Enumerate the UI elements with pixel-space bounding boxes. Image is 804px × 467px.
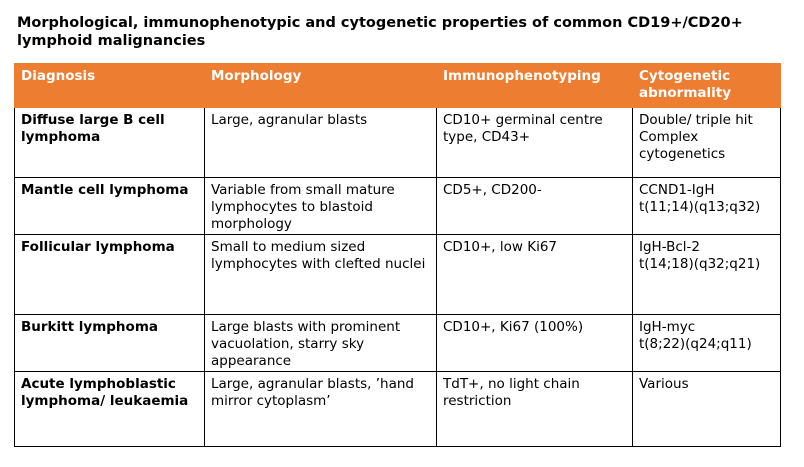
table-row: Follicular lymphoma Small to medium size… <box>14 234 781 315</box>
cell-morphology: Small to medium sized lymphocytes with c… <box>204 234 437 315</box>
header-diagnosis: Diagnosis <box>14 63 205 108</box>
cytogenetic-line: t(14;18)(q32;q21) <box>639 256 761 272</box>
cell-morphology: Variable from small mature lymphocytes t… <box>204 177 437 235</box>
cell-cytogenetic: IgH-Bcl-2 t(14;18)(q32;q21) <box>632 234 781 315</box>
cell-cytogenetic: Double/ triple hit Complex cytogenetics <box>632 107 781 178</box>
cell-immunophenotyping: CD10+, low Ki67 <box>436 234 633 315</box>
cell-cytogenetic: CCND1-IgH t(11;14)(q13;q32) <box>632 177 781 235</box>
page-title: Morphological, immunophenotypic and cyto… <box>17 15 743 49</box>
cytogenetic-line: Various <box>639 376 689 392</box>
table-row: Acute lymphoblastic lymphoma/ leukaemia … <box>14 371 781 447</box>
cell-diagnosis: Follicular lymphoma <box>14 234 205 315</box>
header-immunophenotyping: Immunophenotyping <box>436 63 633 108</box>
table-row: Mantle cell lymphoma Variable from small… <box>14 177 781 235</box>
cytogenetic-line: t(11;14)(q13;q32) <box>639 199 761 215</box>
cell-morphology: Large blasts with prominent vacuolation,… <box>204 314 437 372</box>
cell-diagnosis: Burkitt lymphoma <box>14 314 205 372</box>
cytogenetic-line: IgH-myc <box>639 319 696 335</box>
cell-immunophenotyping: CD10+ germinal centre type, CD43+ <box>436 107 633 178</box>
cell-diagnosis: Acute lymphoblastic lymphoma/ leukaemia <box>14 371 205 447</box>
cell-diagnosis: Mantle cell lymphoma <box>14 177 205 235</box>
table-header-row: Diagnosis Morphology Immunophenotyping C… <box>14 63 781 108</box>
cell-immunophenotyping: CD10+, Ki67 (100%) <box>436 314 633 372</box>
cell-diagnosis: Diffuse large B cell lymphoma <box>14 107 205 178</box>
cell-morphology: Large, agranular blasts, ’hand mirror cy… <box>204 371 437 447</box>
cell-immunophenotyping: TdT+, no light chain restriction <box>436 371 633 447</box>
cell-immunophenotyping: CD5+, CD200- <box>436 177 633 235</box>
table-row: Diffuse large B cell lymphoma Large, agr… <box>14 107 781 178</box>
lymphoma-properties-table: Diagnosis Morphology Immunophenotyping C… <box>14 63 781 447</box>
cytogenetic-line: IgH-Bcl-2 <box>639 239 700 255</box>
cytogenetic-line: Complex cytogenetics <box>639 129 726 162</box>
header-cytogenetic: Cytogenetic abnormality <box>632 63 781 108</box>
cytogenetic-line: CCND1-IgH <box>639 182 715 198</box>
cytogenetic-line: t(8;22)(q24;q11) <box>639 336 752 352</box>
header-morphology: Morphology <box>204 63 437 108</box>
cell-morphology: Large, agranular blasts <box>204 107 437 178</box>
table-row: Burkitt lymphoma Large blasts with promi… <box>14 314 781 372</box>
cytogenetic-line: Double/ triple hit <box>639 112 753 128</box>
cell-cytogenetic: IgH-myc t(8;22)(q24;q11) <box>632 314 781 372</box>
cell-cytogenetic: Various <box>632 371 781 447</box>
